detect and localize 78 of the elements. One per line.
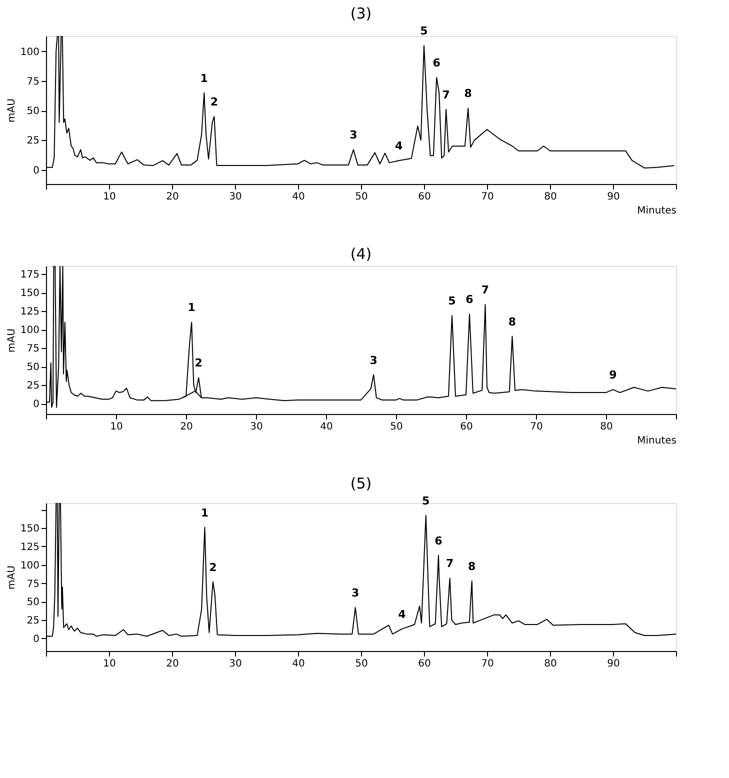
annotation: 3 xyxy=(352,586,360,600)
x-tick-label: 10 xyxy=(103,192,116,202)
y-tick-label: 25 xyxy=(26,136,40,147)
x-tick-label: 10 xyxy=(110,422,123,432)
annotation: 8 xyxy=(508,315,516,328)
y-axis-title: mAU xyxy=(6,328,18,352)
x-tick-label: 80 xyxy=(544,192,557,202)
x-tick-label: 70 xyxy=(530,422,543,432)
y-tick-label: 100 xyxy=(20,46,40,58)
x-axis-title: Minutes xyxy=(637,436,676,446)
x-tick-label: 60 xyxy=(418,658,431,670)
annotation: 3 xyxy=(350,128,358,142)
y-tick-label: 100 xyxy=(20,325,40,336)
x-tick-label: 70 xyxy=(481,658,494,670)
x-tick-label: 30 xyxy=(229,658,242,670)
annotation: 1 xyxy=(200,506,209,520)
y-tick-label: 125 xyxy=(20,542,40,553)
annotation: 1 xyxy=(188,301,196,314)
annotation: 6 xyxy=(434,534,443,548)
annotation: 4 xyxy=(394,140,403,153)
annotation: 5 xyxy=(422,494,430,508)
annotation: 8 xyxy=(468,560,476,574)
x-tick-label: 60 xyxy=(418,192,431,202)
y-tick-label: 0 xyxy=(33,399,40,410)
x-tick-label: 90 xyxy=(607,658,620,670)
annotation: 8 xyxy=(464,87,472,100)
x-tick-label: 50 xyxy=(390,422,403,432)
y-tick-label: 100 xyxy=(20,560,40,572)
x-tick-label: 40 xyxy=(292,658,305,670)
annotation: 2 xyxy=(194,356,202,370)
y-tick-label: 50 xyxy=(26,106,40,118)
x-tick-label: 20 xyxy=(166,192,179,202)
chart-title: (5) xyxy=(350,474,372,493)
y-tick-label: 0 xyxy=(33,634,40,645)
y-tick-label: 0 xyxy=(33,165,40,176)
x-tick-label: 70 xyxy=(481,192,494,202)
x-tick-label: 20 xyxy=(180,422,193,432)
y-axis-title: mAU xyxy=(6,98,18,122)
y-tick-label: 50 xyxy=(26,597,40,608)
y-tick-label: 150 xyxy=(20,524,40,535)
y-tick-label: 175 xyxy=(20,270,40,281)
annotation: 5 xyxy=(420,24,428,38)
x-axis-title: Minutes xyxy=(637,206,676,216)
x-tick-label: 40 xyxy=(292,192,305,202)
y-tick-label: 25 xyxy=(26,616,40,627)
x-tick-label: 50 xyxy=(355,192,368,202)
annotation: 2 xyxy=(209,560,217,574)
y-tick-label: 75 xyxy=(26,344,40,355)
x-tick-label: 40 xyxy=(320,422,333,432)
y-tick-label: 75 xyxy=(26,578,40,590)
annotation: 7 xyxy=(446,557,454,570)
chart-title: (3) xyxy=(350,4,372,22)
x-tick-label: 20 xyxy=(166,658,179,670)
annotation: 1 xyxy=(200,72,208,85)
x-tick-label: 80 xyxy=(600,422,613,432)
x-tick-label: 60 xyxy=(460,422,473,432)
y-tick-label: 75 xyxy=(26,76,40,88)
y-axis-title: mAU xyxy=(6,566,18,590)
y-tick-label: 150 xyxy=(20,288,40,300)
y-tick-label: 25 xyxy=(26,380,40,392)
annotation: 7 xyxy=(481,283,490,296)
x-tick-label: 90 xyxy=(607,192,620,202)
annotation: 3 xyxy=(370,354,378,367)
chart-title: (4) xyxy=(350,245,372,263)
y-tick-label: 50 xyxy=(26,362,40,374)
annotation: 2 xyxy=(210,96,218,109)
annotation: 9 xyxy=(609,368,617,382)
x-tick-label: 50 xyxy=(355,658,368,670)
annotation: 6 xyxy=(466,293,474,306)
y-tick-label: 125 xyxy=(20,306,40,318)
x-tick-label: 10 xyxy=(103,658,116,670)
annotation: 6 xyxy=(432,56,441,70)
annotation: 5 xyxy=(448,294,456,308)
x-tick-label: 80 xyxy=(544,658,557,670)
annotation: 4 xyxy=(398,608,406,621)
x-tick-label: 30 xyxy=(229,192,242,202)
x-tick-label: 30 xyxy=(250,422,263,432)
annotation: 7 xyxy=(442,88,450,102)
